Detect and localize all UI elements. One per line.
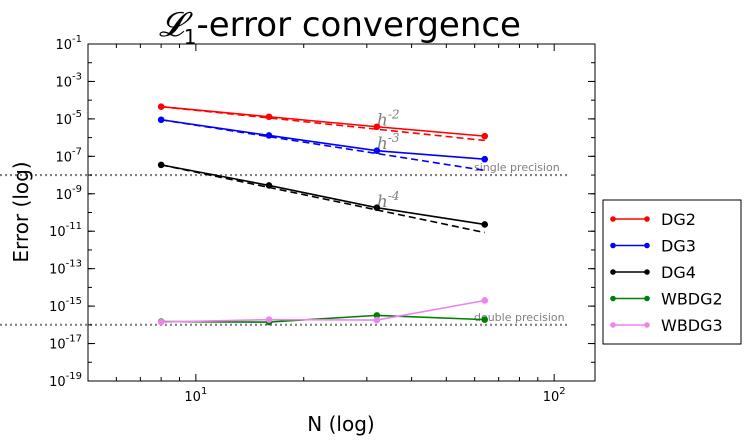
data-point [265,316,273,323]
data-point [373,123,381,131]
legend-marker [644,242,650,249]
reference-label: h-4 [377,189,400,212]
data-point [157,161,165,169]
legend-label: DG2 [661,210,696,229]
x-tick-label: 101 [184,386,207,405]
y-tick-label: 10-1 [55,34,82,53]
y-tick-label: 10-15 [49,296,82,315]
y-axis-label: Error (log) [9,161,33,262]
data-point [157,116,165,124]
legend-label: DG4 [661,263,696,282]
data-point [481,155,489,163]
data-point [481,132,489,140]
y-tick-label: 10-7 [55,146,82,165]
legend: DG2 DG3 DG4 WBDG2 WBDG3 [602,199,742,345]
y-tick-label: 10-3 [55,71,82,90]
data-point [373,204,381,212]
series-line [161,314,485,323]
precision-label: double precision [474,311,565,324]
y-tick-label: 10-5 [55,109,82,128]
y-tick-label: 10-17 [49,334,82,353]
data-point [373,147,381,154]
y-axis: 10-1 10-3 10-5 10-7 10-9 10-11 10-13 10-15 10-17… [49,34,595,390]
y-tick-label: 10-19 [49,371,82,390]
data-point [265,132,273,139]
x-axis-label: N (log) [307,412,374,436]
x-axis: 101 102 [87,44,566,405]
legend-marker [610,269,616,275]
data-point [481,221,489,228]
precision-label: single precision [474,161,560,174]
y-tick-label: 10-13 [49,259,82,278]
plot-area: single precision double precision h-2h-3 h-… [0,43,596,382]
legend-marker [644,295,650,302]
data-point [157,103,165,110]
series-line [161,105,485,137]
legend-label: WBDG3 [661,316,723,335]
y-tick-label: 10-11 [49,221,82,240]
data-point [481,316,489,323]
plot-frame [87,43,596,382]
legend-marker [610,216,616,222]
reference-label: h-2 [377,107,400,130]
legend-marker [610,322,616,328]
data-point [265,182,273,189]
series-line [161,299,485,323]
x-tick-label: 102 [543,386,566,405]
series-line [161,118,485,161]
legend-label: DG3 [661,237,696,256]
data-point [373,316,381,324]
reference-line [160,164,485,234]
reference-label: h-3 [377,131,400,154]
legend-marker [610,242,616,249]
data-point [157,318,165,326]
data-point [265,113,273,121]
data-point [481,297,489,304]
series-line [160,164,485,226]
legend-marker [610,295,616,302]
legend-label: WBDG2 [661,290,723,309]
chart-title: 𝓛1-error convergence [159,5,521,49]
legend-marker [644,322,650,328]
legend-marker [644,216,650,222]
legend-marker [644,269,650,275]
y-tick-label: 10-9 [55,184,82,203]
